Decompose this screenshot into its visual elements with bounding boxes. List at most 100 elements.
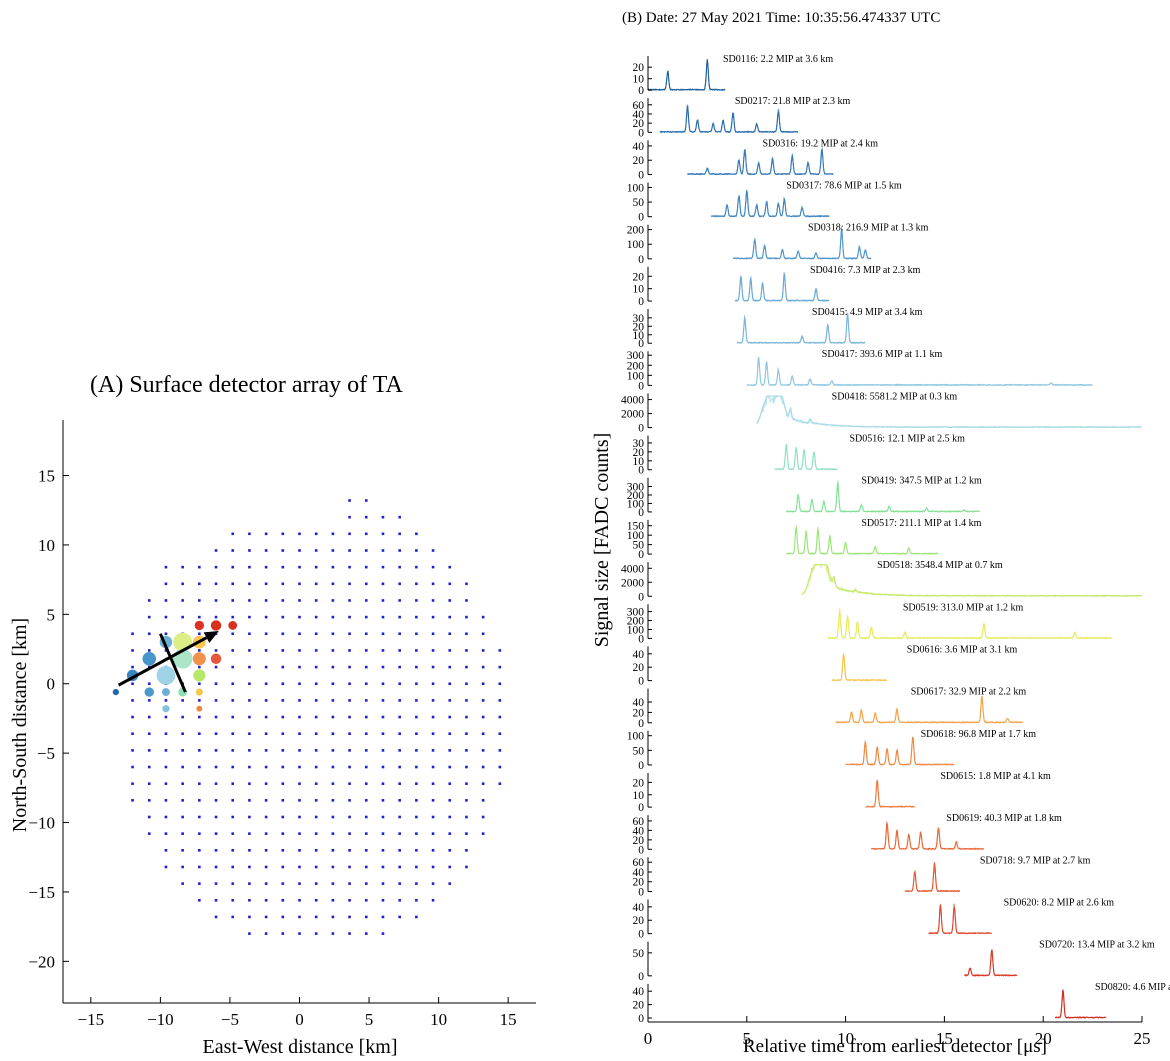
surface-detector xyxy=(248,715,251,719)
surface-detector xyxy=(331,732,335,736)
surface-detector xyxy=(448,815,452,819)
surface-detector xyxy=(381,515,385,519)
surface-detector xyxy=(281,599,285,602)
surface-detector xyxy=(431,565,435,569)
surface-detector xyxy=(298,898,301,902)
surface-detector xyxy=(398,665,401,669)
surface-detector xyxy=(381,799,385,802)
surface-detector xyxy=(264,649,268,652)
trace-label: SD0416: 7.3 MIP at 2.3 km xyxy=(810,265,921,276)
surface-detector xyxy=(348,582,351,586)
trace-waveform-upper xyxy=(904,862,961,893)
trace-y-tick-label: 0 xyxy=(638,718,644,730)
surface-detector xyxy=(348,898,351,902)
surface-detector xyxy=(248,549,251,552)
trace-waveform-upper xyxy=(964,949,1017,977)
surface-detector xyxy=(465,599,468,602)
surface-detector xyxy=(281,815,285,819)
surface-detector xyxy=(331,865,335,869)
trace-y-tick-label: 20 xyxy=(633,777,645,789)
surface-detector xyxy=(431,832,435,835)
surface-detector xyxy=(398,582,401,586)
surface-detector xyxy=(198,632,201,636)
surface-detector xyxy=(248,649,251,652)
y-tick-label: 15 xyxy=(38,467,55,486)
trace-waveform-lower xyxy=(831,657,888,682)
panel-b-x-axis-label: Relative time from earliest detector [μs… xyxy=(743,1036,1047,1057)
trace-y-tick-label: 300 xyxy=(627,607,645,619)
trace-waveform-upper xyxy=(865,779,915,808)
surface-detector xyxy=(415,765,418,769)
trace-waveform-upper xyxy=(756,395,1142,429)
panel-a-detector-map: (A) Surface detector array of TA −15 −10−… xyxy=(9,372,536,1058)
surface-detector xyxy=(331,549,335,552)
surface-detector xyxy=(181,849,184,852)
surface-detector xyxy=(398,532,401,536)
y-tick-label: 5 xyxy=(47,605,56,624)
surface-detector xyxy=(481,732,485,736)
surface-detector xyxy=(264,882,268,885)
surface-detector xyxy=(248,932,251,935)
surface-detector xyxy=(364,932,368,935)
surface-detector xyxy=(248,599,251,602)
surface-detector xyxy=(214,699,218,702)
surface-detector xyxy=(331,565,335,569)
x-tick-label: −5 xyxy=(221,1010,239,1029)
surface-detector xyxy=(214,715,218,719)
surface-detector xyxy=(415,699,418,702)
surface-detector xyxy=(415,615,418,619)
surface-detector xyxy=(331,632,335,636)
surface-detector xyxy=(481,715,485,719)
trace-label: SD0415: 4.9 MIP at 3.4 km xyxy=(812,307,923,318)
y-tick-label: −15 xyxy=(28,883,55,902)
surface-detector xyxy=(381,832,385,835)
trace-waveform-upper xyxy=(831,653,888,682)
trace-waveform-upper xyxy=(732,229,872,260)
trace-label: SD0619: 40.3 MIP at 1.8 km xyxy=(946,813,1062,824)
y-tick-label: −5 xyxy=(37,744,55,763)
trace-y-tick-label: 30 xyxy=(633,438,645,450)
surface-detector xyxy=(381,815,385,819)
surface-detector xyxy=(248,615,251,619)
surface-detector xyxy=(298,882,301,885)
surface-detector xyxy=(415,649,418,652)
trace-y-tick-label: 4000 xyxy=(621,395,644,407)
surface-detector xyxy=(465,582,468,586)
surface-detector xyxy=(264,832,268,835)
surface-detector xyxy=(465,749,468,752)
surface-detector xyxy=(481,815,485,819)
surface-detector xyxy=(281,932,285,935)
surface-detector xyxy=(147,649,151,652)
trace-waveform-lower xyxy=(865,781,915,809)
surface-detector xyxy=(298,649,301,652)
surface-detector xyxy=(231,799,235,802)
hit-detector-marker xyxy=(142,651,157,666)
surface-detector xyxy=(281,865,285,869)
surface-detector xyxy=(231,882,235,885)
surface-detector xyxy=(348,599,351,602)
trace-y-tick-label: 40 xyxy=(633,697,645,709)
surface-detector xyxy=(398,549,401,552)
trace-y-tick-label: 150 xyxy=(627,521,645,533)
surface-detector xyxy=(364,499,368,502)
surface-detector xyxy=(248,882,251,885)
surface-detector xyxy=(364,582,368,586)
surface-detector xyxy=(348,865,351,869)
surface-detector xyxy=(331,615,335,619)
surface-detector xyxy=(431,715,435,719)
y-tick-label: −10 xyxy=(28,814,55,833)
surface-detector xyxy=(364,815,368,819)
surface-detector xyxy=(164,849,168,852)
trace-13: 0 2000 4000 SD0518: 3548.4 MIP at 0.7 km xyxy=(621,560,1143,603)
trace-y-tick-label: 10 xyxy=(633,790,645,802)
surface-detector xyxy=(264,932,268,935)
surface-detector xyxy=(381,665,385,669)
surface-detector xyxy=(131,765,134,769)
surface-detector xyxy=(498,682,502,686)
surface-detector xyxy=(198,582,201,586)
surface-detector xyxy=(481,749,485,752)
surface-detector xyxy=(248,532,251,536)
trace-y-tick-label: 30 xyxy=(633,313,645,325)
surface-detector xyxy=(481,632,485,636)
surface-detector xyxy=(381,732,385,736)
